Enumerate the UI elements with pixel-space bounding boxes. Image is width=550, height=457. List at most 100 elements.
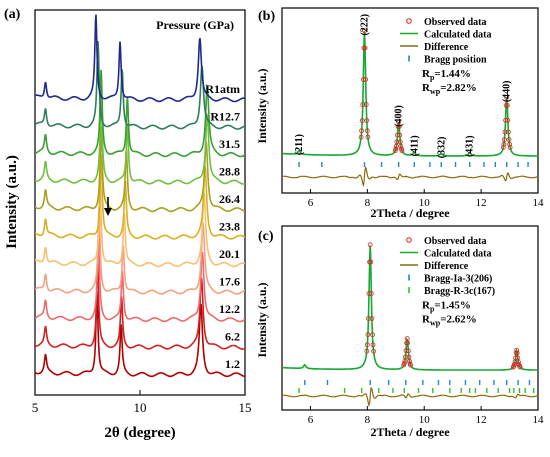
observed-point — [363, 102, 369, 107]
observed-point — [362, 28, 367, 34]
pressure-curve — [35, 233, 245, 323]
legend-label: Observed data — [424, 236, 487, 247]
observed-point — [370, 342, 376, 348]
observed-point — [397, 132, 403, 138]
observed-point — [514, 347, 520, 353]
x-tick-label: 14 — [533, 414, 545, 426]
panel-c-xlabel: 2Theta / degree — [370, 425, 450, 439]
observed-point — [403, 348, 409, 354]
legend-marker — [406, 237, 412, 243]
rwp-stat: Rwp=2.82% — [422, 82, 477, 96]
peak-label: (431) — [465, 135, 476, 157]
pressure-label: R1atm — [205, 82, 240, 96]
observed-point — [360, 102, 366, 107]
pressure-label: R12.7 — [210, 110, 240, 124]
panel-c-frame — [281, 225, 539, 411]
legend-label: Calculated data — [424, 30, 492, 41]
observed-point — [366, 291, 372, 296]
pressure-label: 20.1 — [219, 247, 240, 261]
observed-point — [503, 117, 509, 123]
arrow-marker — [104, 197, 112, 216]
observed-point — [358, 134, 364, 140]
pressure-label: 1.2 — [225, 357, 240, 371]
pressure-curve — [35, 207, 245, 295]
x-tick-label: 6 — [308, 197, 314, 209]
observed-point — [506, 137, 512, 143]
panel-b: (b) (211)(222)(400)(411) (332) (431)(440) … — [255, 7, 545, 220]
observed-point — [517, 364, 523, 370]
panel-b-frame — [281, 7, 539, 194]
legend-label: Calculated data — [424, 249, 492, 260]
pressure-curve — [35, 182, 245, 268]
difference-line — [281, 387, 539, 407]
observed-point — [399, 148, 405, 154]
panel-a-frame — [34, 9, 246, 396]
pressure-curve — [35, 291, 245, 378]
x-tick-label: 8 — [365, 414, 371, 426]
observed-point — [505, 129, 511, 135]
panel-c-x-ticks: 6 8 10 12 14 — [308, 406, 544, 426]
pressure-label: 31.5 — [219, 137, 240, 151]
pressure-label: 28.8 — [219, 165, 240, 179]
observed-point — [394, 139, 400, 145]
panel-a-curves — [35, 14, 245, 378]
legend-label: Difference — [424, 261, 469, 272]
peak-label: (400) — [394, 105, 405, 127]
panel-a-pressure-labels: 1.2 6.2 12.2 17.6 20.1 23.8 26.4 28.8 31.5 R12.7 R… — [205, 82, 240, 371]
observed-point — [401, 361, 407, 366]
observed-point — [402, 354, 408, 360]
pressure-label: 17.6 — [219, 275, 240, 289]
difference-line — [281, 166, 539, 187]
observed-point — [395, 132, 400, 138]
observed-point — [393, 146, 399, 152]
observed-point — [504, 103, 510, 108]
observed-point — [366, 316, 371, 321]
observed-point — [504, 94, 510, 100]
pressure-curve — [35, 69, 245, 158]
observed-point — [371, 348, 377, 354]
observed-point — [501, 137, 507, 143]
x-tick-label: 8 — [365, 197, 371, 209]
observed-point — [507, 144, 513, 150]
observed-point — [514, 350, 520, 356]
panel-a-ylabel: Intensity (a.u.) — [4, 155, 20, 249]
panel-c-plot — [281, 242, 539, 407]
panel-a-label: (a) — [4, 7, 21, 22]
pressure-curve — [35, 126, 245, 213]
rp-stat: Rp=1.44% — [422, 68, 471, 82]
observed-point — [367, 242, 373, 248]
observed-point — [362, 45, 368, 51]
observed-point — [406, 358, 412, 364]
pressure-label: 26.4 — [219, 192, 240, 206]
panel-c-ylabel: Intensity (a.u.) — [255, 282, 269, 357]
observed-point — [368, 291, 374, 296]
observed-point — [396, 119, 402, 125]
rp-stat: Rp=1.45% — [422, 300, 471, 314]
panel-c: (c) Observed data Calculated dataDifferen… — [255, 225, 544, 439]
legend-label: Bragg position — [424, 55, 487, 66]
x-tick-label: 14 — [533, 197, 545, 209]
observed-point — [368, 259, 374, 265]
panel-b-plot: (211) (222) (400) (411) (332) (431) (440) — [281, 14, 539, 187]
observed-point — [405, 348, 411, 354]
observed-point — [370, 332, 375, 338]
pressure-curve — [35, 97, 245, 185]
observed-point — [505, 117, 511, 123]
pressure-curve — [35, 41, 245, 130]
legend-label: Observed data — [424, 17, 487, 28]
pressure-label: 12.2 — [219, 302, 240, 316]
observed-point — [365, 332, 371, 338]
x-tick-label: 10 — [419, 197, 431, 209]
peak-label: (332) — [436, 137, 447, 159]
observed-point — [359, 118, 365, 123]
observed-point — [512, 362, 517, 367]
pressure-curve — [35, 262, 245, 350]
observed-point — [408, 362, 414, 368]
legend-label: Bragg-R-3c(167) — [424, 286, 495, 297]
legend-label: Bragg-Ia-3(206) — [424, 274, 492, 285]
observed-point — [516, 359, 521, 365]
observed-point — [398, 143, 404, 149]
